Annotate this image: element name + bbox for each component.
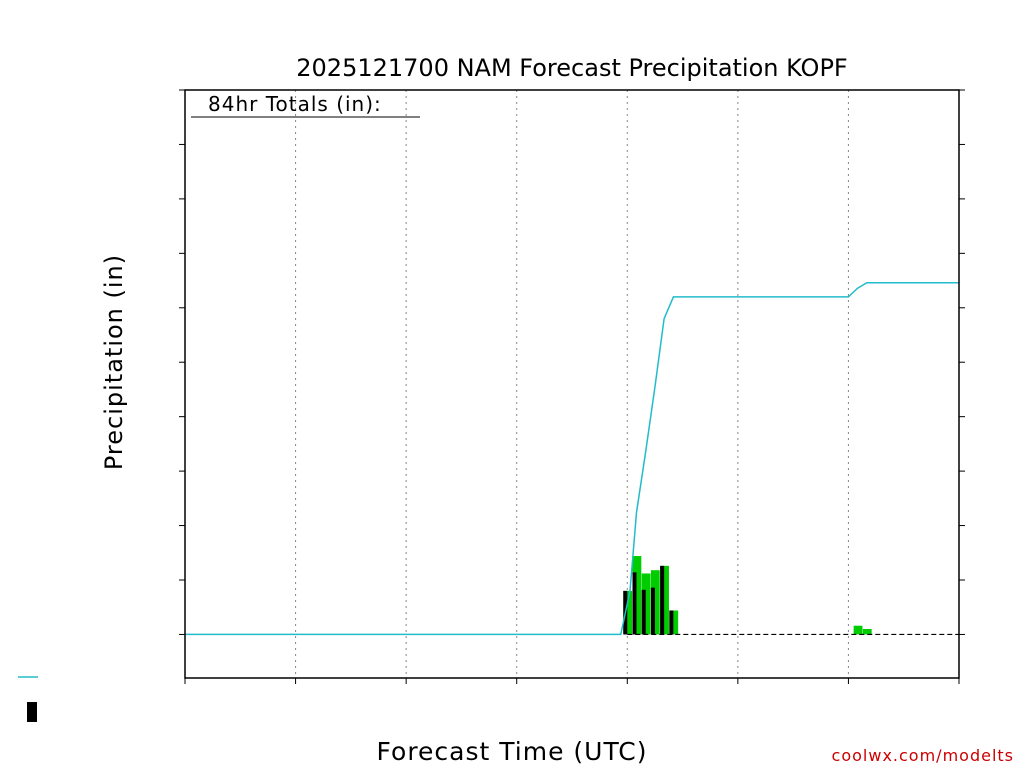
- precip-bars: [623, 556, 872, 635]
- running-total-line: [185, 281, 959, 636]
- precip-bar-0: [623, 590, 633, 635]
- precip-bar-5: [669, 610, 679, 635]
- series-legend: [18, 676, 38, 722]
- gridlines: [295, 90, 849, 678]
- convective-bar-3: [650, 587, 655, 635]
- totals-heading: 84hr Totals (in):: [208, 92, 382, 116]
- totals-box: 84hr Totals (in):: [191, 92, 420, 118]
- convective-bar-5: [669, 610, 674, 635]
- x-axis-label: Forecast Time (UTC): [377, 737, 648, 766]
- credit-text: coolwx.com/modelts: [832, 746, 1014, 765]
- running-total-series: [185, 281, 959, 636]
- convective-bar-1: [632, 572, 637, 635]
- y-axis-right: [959, 89, 965, 635]
- precip-bar-3: [650, 570, 660, 635]
- chart-title: 2025121700 NAM Forecast Precipitation KO…: [296, 54, 847, 82]
- precip-bar-6: [853, 625, 863, 635]
- convective-bar-2: [641, 589, 646, 635]
- y-axis-left: [179, 89, 185, 635]
- precip-bar-2: [641, 573, 651, 635]
- precip-bar-4: [660, 565, 669, 635]
- plot-frame: [184, 89, 960, 679]
- legend-convective-swatch: [27, 702, 37, 722]
- y-axis-label: Precipitation (in): [100, 254, 128, 470]
- precip-bar-1: [632, 556, 642, 635]
- convective-bar-4: [660, 565, 665, 635]
- precip-bar-7: [862, 629, 872, 635]
- x-axis: [184, 678, 960, 684]
